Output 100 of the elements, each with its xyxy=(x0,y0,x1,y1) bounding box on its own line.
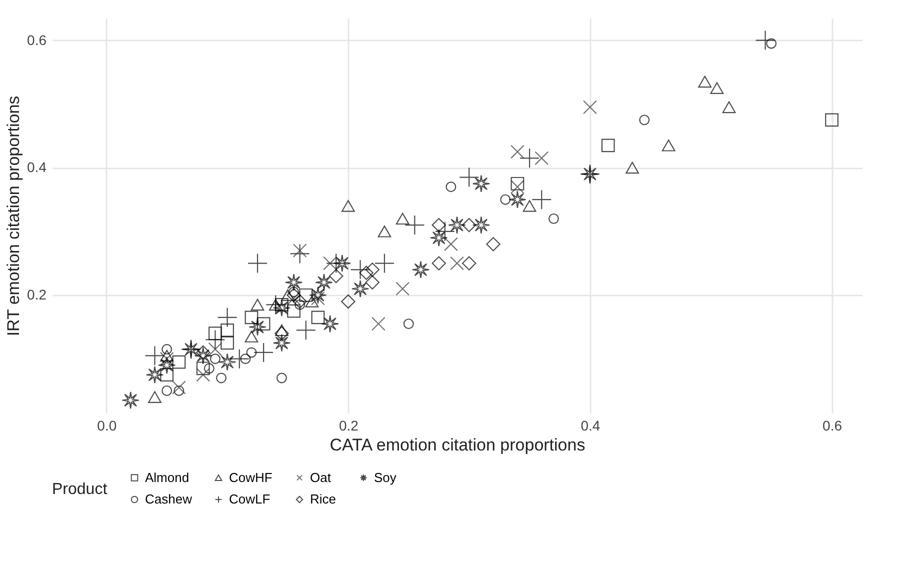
point xyxy=(220,336,234,350)
point xyxy=(766,38,777,49)
point xyxy=(281,289,294,302)
point xyxy=(510,144,524,159)
point xyxy=(374,253,395,274)
point xyxy=(396,282,410,296)
point xyxy=(205,330,226,350)
point xyxy=(148,391,162,403)
x-axis-title: CATA emotion citation proportions xyxy=(330,436,586,454)
point xyxy=(532,190,552,210)
point xyxy=(292,294,307,309)
point xyxy=(342,200,355,212)
point xyxy=(430,228,448,247)
point xyxy=(432,218,446,232)
point xyxy=(196,345,210,360)
point xyxy=(459,167,480,188)
point xyxy=(444,237,458,252)
legend-title: Product xyxy=(52,481,108,498)
point xyxy=(290,244,310,264)
legend-label: Almond xyxy=(145,470,190,485)
point xyxy=(210,354,220,364)
y-axis-title: IRT emotion citation proportions xyxy=(4,96,24,336)
point xyxy=(218,353,236,371)
point xyxy=(472,216,490,234)
point xyxy=(266,294,286,315)
point xyxy=(519,148,540,168)
point xyxy=(315,274,333,292)
point xyxy=(722,101,736,114)
point xyxy=(825,113,838,127)
point xyxy=(240,354,251,364)
point xyxy=(296,320,316,340)
point xyxy=(244,330,258,342)
legend-label: Soy xyxy=(374,470,397,485)
point xyxy=(448,216,466,234)
y-tick-label: 0.6 xyxy=(27,32,47,48)
point xyxy=(311,291,325,306)
point xyxy=(321,314,339,333)
y-tick-label: 0.4 xyxy=(27,159,47,176)
point xyxy=(309,286,327,304)
point xyxy=(286,291,301,306)
legend-label: Cashew xyxy=(145,492,193,506)
point xyxy=(508,190,526,208)
point xyxy=(160,352,174,366)
point xyxy=(172,380,186,394)
point xyxy=(341,294,356,309)
point xyxy=(172,355,186,369)
point xyxy=(626,162,639,174)
legend-label: Rice xyxy=(310,492,336,506)
point xyxy=(287,304,300,318)
point xyxy=(639,114,650,126)
x-tick-label: 0.6 xyxy=(822,418,842,434)
point xyxy=(244,310,258,324)
point xyxy=(158,356,176,374)
point xyxy=(434,221,455,242)
point xyxy=(404,215,425,236)
point xyxy=(162,385,172,396)
point xyxy=(510,180,524,194)
point xyxy=(662,140,676,152)
x-tick-label: 0.0 xyxy=(97,418,117,434)
point xyxy=(194,346,212,365)
legend-label: CowLF xyxy=(229,492,270,506)
point xyxy=(446,182,456,192)
point xyxy=(162,344,172,355)
point xyxy=(534,151,549,166)
point xyxy=(311,310,325,324)
point xyxy=(216,372,226,384)
point xyxy=(274,326,289,340)
point xyxy=(378,226,392,238)
point xyxy=(522,200,536,212)
point xyxy=(403,318,414,330)
point xyxy=(272,299,291,317)
point xyxy=(204,363,214,374)
point xyxy=(450,256,464,270)
point xyxy=(326,253,346,274)
point xyxy=(217,307,238,328)
point xyxy=(292,244,307,258)
point xyxy=(510,176,524,190)
point xyxy=(351,280,370,298)
point xyxy=(365,275,380,290)
point xyxy=(284,274,303,292)
point xyxy=(275,324,288,336)
point xyxy=(396,212,410,225)
point xyxy=(412,260,430,279)
point xyxy=(229,348,250,369)
point xyxy=(196,362,210,376)
point xyxy=(144,346,165,366)
point xyxy=(146,366,164,384)
point xyxy=(333,254,352,272)
point xyxy=(755,30,776,50)
point xyxy=(299,288,313,302)
point xyxy=(359,266,374,280)
point xyxy=(365,262,380,277)
point xyxy=(208,326,222,340)
point xyxy=(486,237,500,252)
point xyxy=(500,194,511,205)
point xyxy=(350,260,370,280)
point xyxy=(472,174,490,193)
point xyxy=(248,318,266,336)
legend-label: CowHF xyxy=(229,470,272,485)
x-tick-label: 0.2 xyxy=(338,418,359,434)
